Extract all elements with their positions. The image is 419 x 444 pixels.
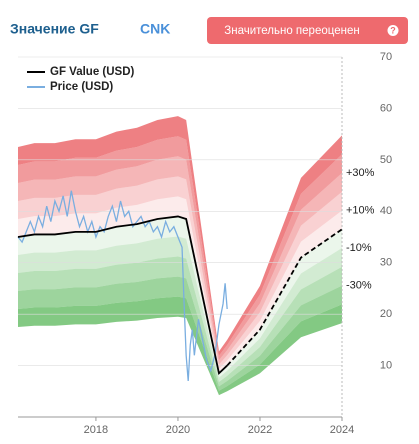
ticker[interactable]: CNK — [140, 21, 170, 37]
y-tick-label: 20 — [380, 308, 392, 320]
x-tick-label: 2022 — [248, 424, 272, 436]
legend-label: Price (USD) — [50, 81, 113, 93]
badge-text: Значительно переоценен — [224, 25, 359, 37]
band-label: -10% — [346, 242, 372, 254]
y-tick-label: 30 — [380, 257, 392, 269]
band-label: -30% — [346, 280, 372, 292]
band-label: +30% — [346, 167, 375, 179]
help-icon[interactable] — [387, 25, 399, 36]
x-tick-label: 2024 — [330, 424, 354, 436]
series-line — [17, 215, 228, 376]
y-tick-label: 60 — [380, 102, 392, 114]
y-tick-label: 50 — [380, 154, 392, 166]
valuation-band — [18, 296, 342, 396]
valuation-band — [18, 256, 342, 387]
help-icon-text: ? — [390, 25, 396, 35]
x-tick-label: 2020 — [166, 424, 190, 436]
y-tick-label: 70 — [380, 51, 392, 63]
legend-box — [22, 62, 146, 97]
badge[interactable] — [207, 17, 408, 44]
y-tick-label: 10 — [380, 359, 392, 371]
band-label: +10% — [346, 204, 375, 216]
legend-label: GF Value (USD) — [50, 66, 135, 78]
title: Значение GF — [10, 21, 99, 37]
plot: 10 20 30 40 50 60 70 2018 2020 2022 2024 +30% +10% -1… — [17, 51, 392, 436]
valuation-band — [18, 276, 342, 391]
series-line — [17, 190, 228, 382]
series-line-estimate — [226, 228, 343, 367]
y-tick-label: 40 — [380, 205, 392, 217]
x-tick-label: 2018 — [84, 424, 108, 436]
